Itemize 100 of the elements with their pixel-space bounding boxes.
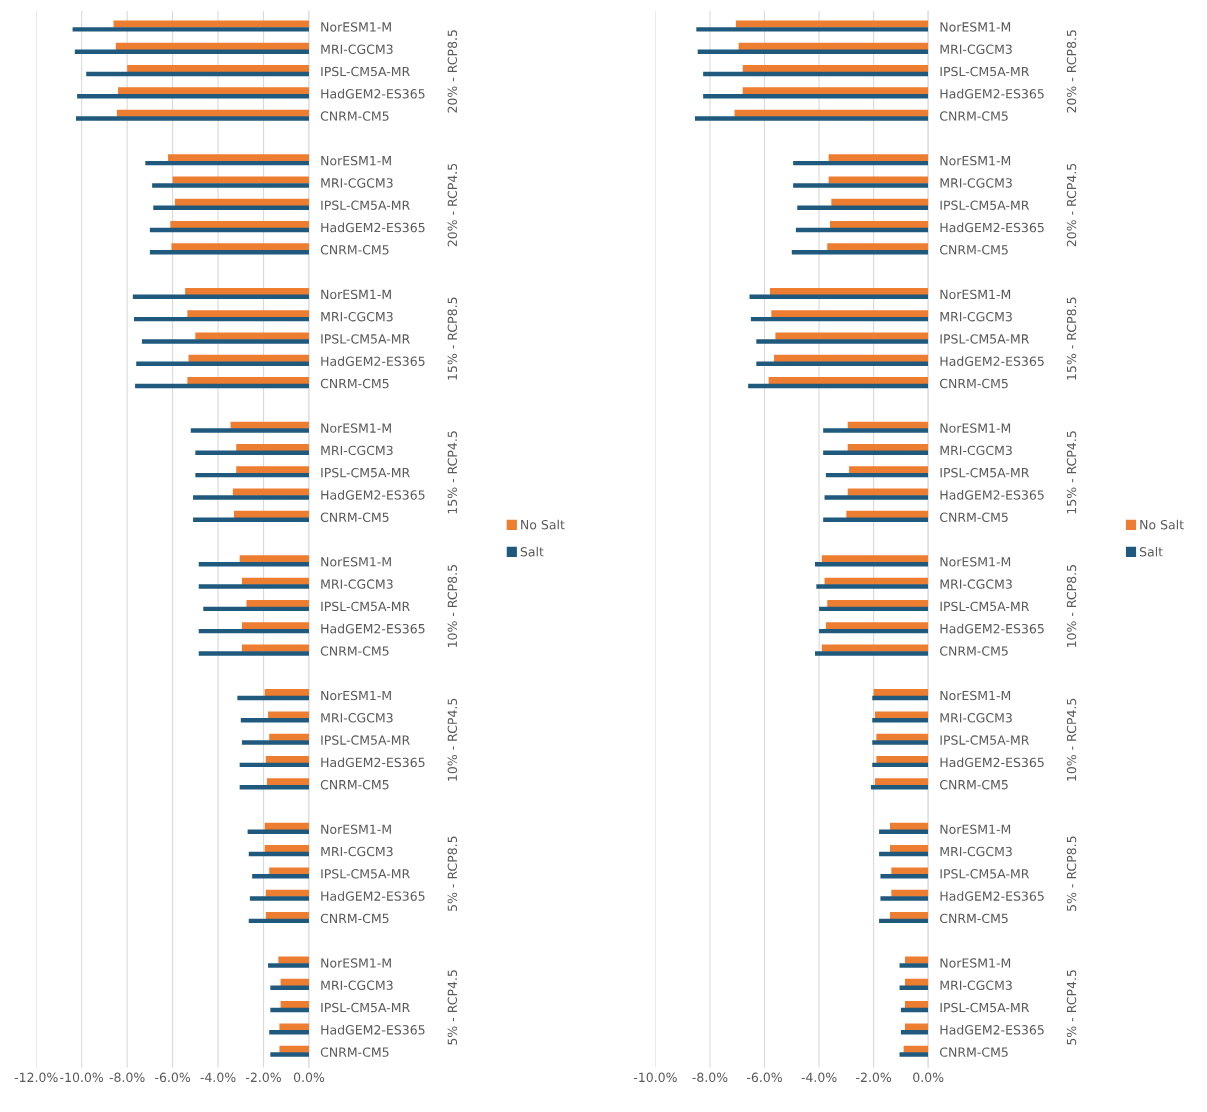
x-tick-label: -10.0%: [60, 1072, 104, 1083]
y-tick-label: IPSL-CM5A-MR: [321, 1002, 410, 1013]
x-tick-label: -2.0%: [246, 1072, 281, 1083]
y-tick-label: MRI-CGCM3: [940, 713, 1012, 723]
y-tick-label: IPSL-CM5A-MR: [940, 200, 1030, 210]
y-tick-label: IPSL-CM5A-MR: [940, 467, 1030, 478]
y-tick-label: NorESM1-M: [321, 22, 391, 32]
y-tick-label: MRI-CGCM3: [321, 980, 393, 990]
y-tick-label: NorESM1-M: [940, 958, 1011, 968]
y-tick-label: NorESM1-M: [940, 423, 1011, 433]
y-tick-label: IPSL-CM5A-MR: [321, 601, 410, 612]
text: 20% - RCP8.5: [447, 30, 458, 113]
y-tick-label: MRI-CGCM3: [321, 846, 393, 857]
y-tick-label: HadGEM2-ES365: [321, 222, 425, 233]
y-tick-label: CNRM-CM5: [320, 245, 389, 255]
text: 15% - RCP8.5: [1066, 297, 1077, 380]
y-tick-label: MRI-CGCM3: [940, 311, 1012, 322]
y-tick-label: HadGEM2-ES365: [321, 623, 425, 634]
text: 10% - RCP4.5: [447, 698, 458, 781]
y-tick-label: CNRM-CM5: [320, 378, 389, 389]
y-tick-label: CNRM-CM5: [320, 1047, 389, 1057]
y-tick-label: NorESM1-M: [321, 423, 391, 433]
y-tick-label: NorESM1-M: [940, 690, 1011, 701]
text: 10% - RCP4.5: [1066, 698, 1077, 781]
legend-label: No Salt: [1140, 519, 1184, 530]
y-tick-label: IPSL-CM5A-MR: [321, 66, 410, 77]
x-tick-label: -8.0%: [109, 1072, 145, 1083]
y-tick-label: HadGEM2-ES365: [321, 891, 425, 901]
legend-label: Salt: [520, 546, 544, 557]
text: 15% - RCP4.5: [1066, 431, 1077, 514]
y-tick-label: CNRM-CM5: [320, 646, 389, 656]
y-tick-label: IPSL-CM5A-MR: [940, 334, 1030, 344]
y-tick-label: MRI-CGCM3: [321, 311, 393, 322]
y-tick-label: MRI-CGCM3: [321, 445, 393, 456]
y-tick-label: NorESM1-M: [321, 289, 391, 300]
y-tick-label: HadGEM2-ES365: [940, 356, 1044, 366]
y-tick-label: MRI-CGCM3: [321, 44, 393, 54]
text: 10% - RCP8.5: [1066, 565, 1077, 648]
y-tick-label: NorESM1-M: [940, 22, 1011, 32]
y-tick-label: CNRM-CM5: [940, 512, 1008, 522]
y-tick-label: NorESM1-M: [321, 155, 391, 166]
y-tick-label: NorESM1-M: [940, 557, 1011, 567]
y-tick-label: IPSL-CM5A-MR: [940, 1002, 1030, 1013]
y-tick-label: HadGEM2-ES365: [940, 757, 1044, 768]
y-tick-label: NorESM1-M: [321, 557, 391, 567]
y-tick-label: CNRM-CM5: [940, 111, 1008, 121]
y-tick-label: CNRM-CM5: [940, 245, 1008, 255]
x-tick-label: -4.0%: [200, 1072, 236, 1083]
x-tick-label: -4.0%: [801, 1072, 837, 1083]
y-tick-label: CNRM-CM5: [940, 1047, 1008, 1057]
y-tick-label: MRI-CGCM3: [940, 178, 1012, 188]
y-tick-label: CNRM-CM5: [940, 646, 1008, 656]
text: 10% - RCP8.5: [447, 565, 458, 648]
y-tick-label: NorESM1-M: [940, 824, 1011, 834]
x-tick-label: -10.0%: [633, 1072, 677, 1083]
y-tick-label: HadGEM2-ES365: [940, 623, 1044, 634]
y-tick-label: MRI-CGCM3: [940, 980, 1012, 990]
text: 20% - RCP8.5: [1066, 30, 1077, 113]
y-tick-label: CNRM-CM5: [320, 779, 389, 790]
text: 20% - RCP4.5: [447, 163, 458, 247]
y-tick-label: NorESM1-M: [321, 690, 391, 701]
y-tick-label: IPSL-CM5A-MR: [940, 869, 1030, 879]
y-tick-label: MRI-CGCM3: [940, 445, 1012, 456]
x-tick-label: -12.0%: [14, 1072, 58, 1083]
y-tick-label: IPSL-CM5A-MR: [940, 735, 1030, 745]
y-tick-label: CNRM-CM5: [320, 913, 389, 924]
y-tick-label: NorESM1-M: [321, 824, 391, 834]
y-tick-label: NorESM1-M: [940, 289, 1011, 300]
y-tick-label: CNRM-CM5: [940, 913, 1008, 924]
text: 5% - RCP8.5: [1066, 836, 1077, 911]
text: 5% - RCP4.5: [447, 970, 458, 1045]
y-tick-label: HadGEM2-ES365: [321, 1024, 425, 1035]
y-tick-label: CNRM-CM5: [940, 378, 1008, 389]
y-tick-label: IPSL-CM5A-MR: [321, 334, 410, 344]
text: 15% - RCP4.5: [447, 431, 458, 514]
y-tick-label: IPSL-CM5A-MR: [321, 467, 410, 478]
text: 20% - RCP4.5: [1066, 163, 1077, 247]
y-tick-label: IPSL-CM5A-MR: [321, 869, 410, 879]
y-tick-label: CNRM-CM5: [940, 779, 1008, 790]
text: 5% - RCP4.5: [1066, 970, 1077, 1045]
y-tick-label: CNRM-CM5: [320, 512, 389, 522]
y-tick-label: MRI-CGCM3: [940, 579, 1012, 589]
text: 15% - RCP8.5: [447, 297, 458, 380]
y-tick-label: NorESM1-M: [940, 155, 1011, 166]
y-tick-label: IPSL-CM5A-MR: [940, 601, 1030, 612]
y-tick-label: HadGEM2-ES365: [940, 222, 1044, 233]
x-tick-label: -6.0%: [746, 1072, 782, 1083]
y-tick-label: MRI-CGCM3: [940, 846, 1012, 857]
y-tick-label: NorESM1-M: [321, 958, 391, 968]
y-tick-label: IPSL-CM5A-MR: [321, 735, 410, 745]
y-tick-label: HadGEM2-ES365: [321, 88, 425, 99]
x-tick-label: -2.0%: [856, 1072, 892, 1083]
x-tick-label: -8.0%: [692, 1072, 728, 1083]
y-tick-label: MRI-CGCM3: [321, 713, 393, 723]
x-tick-label: 0.0%: [293, 1072, 325, 1083]
x-tick-label: 0.0%: [913, 1072, 944, 1083]
y-tick-label: CNRM-CM5: [320, 111, 389, 121]
y-tick-label: MRI-CGCM3: [321, 579, 393, 589]
x-tick-label: -6.0%: [155, 1072, 191, 1083]
legend-label: Salt: [1139, 546, 1163, 557]
